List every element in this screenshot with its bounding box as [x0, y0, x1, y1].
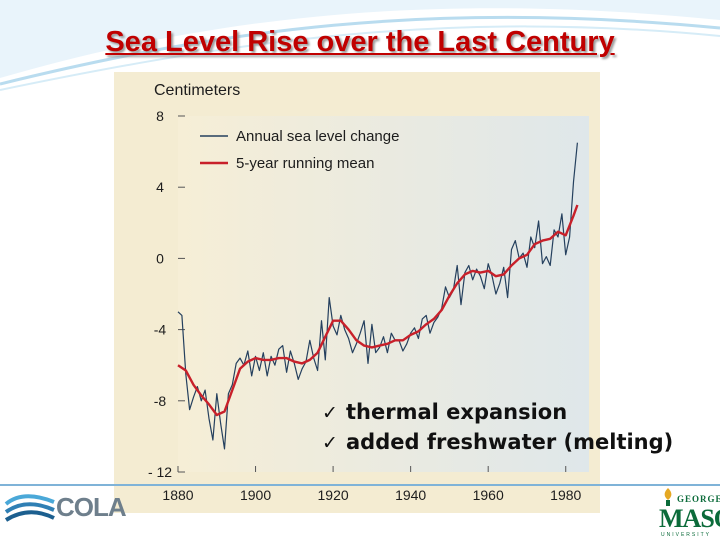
x-tick-label: 1880 — [162, 487, 193, 503]
chart-legend: Annual sea level change 5-year running me… — [200, 128, 399, 172]
bullet-list: ✓ thermal expansion ✓ added freshwater (me… — [322, 398, 673, 458]
legend-label: Annual sea level change — [236, 128, 399, 145]
slide-title: Sea Level Rise over the Last Century — [105, 26, 615, 58]
gmu-mason-text: MASON — [659, 504, 720, 533]
y-tick-label: 4 — [156, 179, 164, 195]
footer-divider — [0, 484, 720, 486]
bullet-text: thermal expansion — [346, 400, 568, 424]
gmu-university-text: UNIVERSITY — [661, 532, 712, 538]
running-mean-line — [177, 204, 579, 417]
check-icon: ✓ — [322, 432, 338, 454]
bullet-text: added freshwater (melting) — [346, 430, 674, 454]
gmu-george-text: GEORGE — [677, 494, 720, 504]
check-icon: ✓ — [322, 402, 338, 424]
chart-svg: Centimeters 8 4 0 -4 -8 - 12 1880 1900 1920 1940… — [148, 82, 589, 503]
y-tick-label: 8 — [156, 108, 164, 124]
cola-wave-icon — [4, 494, 55, 522]
y-tick-label: - 12 — [148, 464, 172, 480]
bullet-item: ✓ thermal expansion — [322, 398, 673, 428]
header-swoosh-decoration — [0, 0, 720, 91]
cola-logo-text: COLA — [56, 492, 127, 522]
gmu-logo: GEORGE MASON UNIVERSITY — [655, 488, 720, 538]
y-tick-label: 0 — [156, 250, 164, 266]
x-tick-label: 1960 — [473, 487, 504, 503]
cola-logo: COLA — [0, 484, 127, 534]
x-tick-label: 1920 — [318, 487, 349, 503]
x-tick-label: 1940 — [395, 487, 426, 503]
y-tick-label: -8 — [154, 393, 167, 409]
sea-level-chart: Centimeters 8 4 0 -4 -8 - 12 1880 1900 1920 1940… — [114, 72, 600, 513]
y-axis-label: Centimeters — [154, 82, 240, 99]
bullet-item: ✓ added freshwater (melting) — [322, 428, 673, 458]
x-tick-label: 1980 — [550, 487, 581, 503]
legend-label: 5-year running mean — [236, 155, 374, 172]
annual-sea-level-line — [177, 142, 578, 450]
x-tick-label: 1900 — [240, 487, 271, 503]
torch-icon — [664, 488, 672, 506]
plot-area — [178, 116, 589, 472]
y-tick-label: -4 — [154, 322, 167, 338]
